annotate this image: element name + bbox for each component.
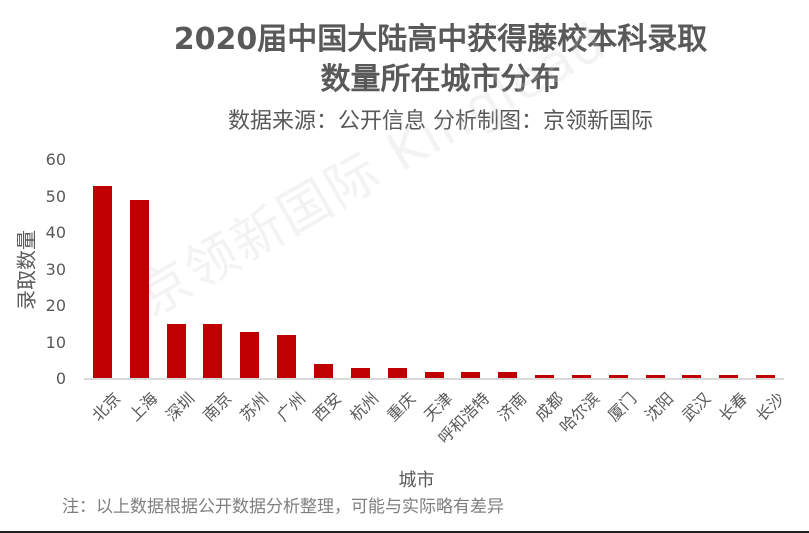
x-axis-title: 城市	[398, 470, 435, 491]
bar	[277, 335, 297, 379]
x-tick-label: 济南	[493, 388, 530, 425]
bar	[571, 375, 591, 379]
bar	[719, 375, 739, 379]
x-tick-label: 长沙	[751, 388, 788, 425]
x-tick-label: 广州	[272, 388, 309, 425]
x-tick-label: 沈阳	[641, 388, 678, 425]
x-tick-label: 重庆	[383, 388, 420, 425]
bar	[350, 368, 370, 379]
bar	[92, 185, 112, 379]
bar	[424, 371, 444, 379]
x-axis-line	[84, 378, 784, 380]
bar	[203, 324, 223, 379]
x-tick-label: 长春	[714, 388, 752, 425]
bar	[608, 375, 628, 379]
x-tick-label: 苏州	[235, 388, 273, 425]
bottom-border	[0, 531, 809, 533]
bar	[166, 324, 186, 379]
x-tick-label: 厦门	[604, 388, 641, 425]
bar	[756, 375, 776, 379]
x-tick-label: 南京	[199, 388, 236, 425]
y-tick-label: 50	[45, 186, 66, 206]
x-tick-label: 西安	[309, 388, 346, 425]
bar	[535, 375, 555, 379]
bar	[129, 200, 149, 379]
x-tick-label: 武汉	[678, 388, 715, 425]
x-tick-label: 深圳	[162, 388, 199, 425]
bar	[498, 371, 518, 379]
y-tick-label: 20	[45, 296, 66, 315]
chart-title-line1: 2020届中国大陆高中获得藤校本科录取	[173, 22, 708, 57]
x-tick-label: 北京	[88, 388, 125, 425]
chart-subtitle: 数据来源：公开信息 分析制图：京领新国际	[228, 109, 653, 134]
bar	[240, 331, 260, 379]
x-tick-label: 哈尔滨	[556, 388, 604, 437]
bar	[645, 375, 665, 379]
bar	[461, 371, 481, 379]
y-tick-label: 60	[45, 150, 66, 169]
x-tick-label: 上海	[125, 388, 162, 425]
y-tick-label: 0	[55, 369, 66, 388]
x-tick-label: 杭州	[346, 388, 383, 425]
y-tick-label: 10	[45, 332, 66, 352]
y-tick-label: 40	[45, 223, 66, 242]
bar	[387, 368, 407, 379]
y-axis-label: 录取数量	[14, 230, 39, 310]
footnote: 注：以上数据根据公开数据分析整理，可能与实际略有差异	[62, 497, 504, 517]
bar	[682, 375, 702, 379]
plot-area	[84, 160, 784, 379]
bar	[313, 364, 333, 379]
chart-title-line2: 数量所在城市分布	[320, 62, 561, 97]
y-tick-label: 30	[45, 259, 66, 279]
